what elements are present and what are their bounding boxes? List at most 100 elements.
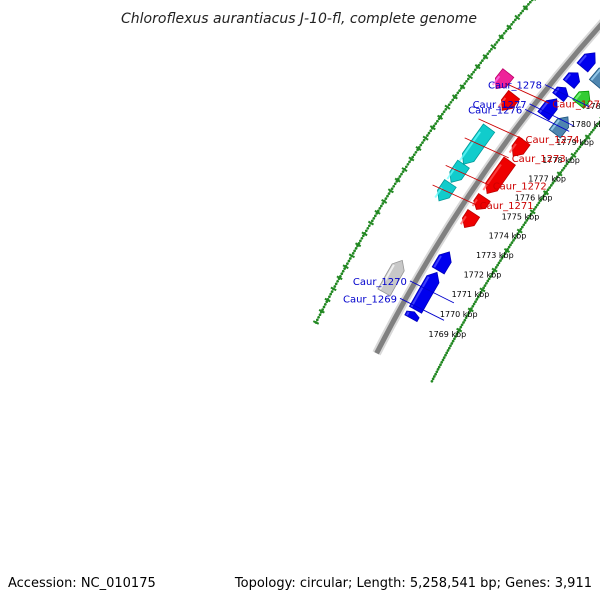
outer-ring-dot bbox=[323, 303, 327, 306]
inner-ring-dot bbox=[503, 252, 507, 256]
outer-ring-dot bbox=[404, 165, 408, 169]
outer-ring-dot bbox=[479, 61, 483, 65]
kbp-tick bbox=[584, 134, 591, 140]
outer-ring-dash bbox=[387, 188, 394, 194]
inner-ring-dot bbox=[449, 344, 452, 348]
outer-ring-dot bbox=[333, 285, 337, 288]
outer-ring-dot bbox=[346, 262, 349, 265]
inner-ring-dot bbox=[578, 145, 582, 149]
gene-arrow-highlight bbox=[458, 131, 482, 162]
inner-ring-dot bbox=[467, 311, 471, 315]
gene-arrow-highlight bbox=[550, 119, 560, 131]
inner-ring-dot bbox=[451, 339, 455, 343]
gene-arrow bbox=[461, 209, 481, 228]
gene-label: Caur_1275 bbox=[552, 99, 600, 110]
inner-ring-dot bbox=[515, 234, 518, 238]
accession-text: Accession: NC_010175 bbox=[8, 576, 156, 591]
inner-ring-dot bbox=[492, 270, 495, 274]
gene-arrow-highlight bbox=[578, 54, 587, 65]
inner-ring-dot bbox=[542, 194, 545, 198]
outer-ring-dash bbox=[394, 177, 401, 183]
inner-ring-dot bbox=[494, 266, 498, 269]
inner-ring-dot bbox=[593, 126, 597, 130]
gene-label-leader bbox=[432, 184, 477, 206]
inner-ring-dot bbox=[528, 214, 532, 218]
inner-ring-dot bbox=[496, 263, 499, 267]
inner-ring-dot bbox=[546, 188, 550, 192]
outer-ring-dot bbox=[421, 141, 424, 144]
outer-ring-dot bbox=[411, 155, 415, 159]
inner-ring-dot bbox=[441, 358, 445, 362]
outer-ring-dot bbox=[398, 175, 402, 178]
outer-ring-dot bbox=[414, 150, 418, 154]
outer-ring-dot bbox=[456, 91, 460, 95]
inner-ring-dot bbox=[560, 168, 564, 172]
inner-ring-dot bbox=[570, 156, 574, 159]
inner-ring-dot bbox=[486, 279, 490, 283]
inner-ring-dot bbox=[590, 130, 593, 134]
outer-ring-dash bbox=[324, 297, 331, 303]
outer-ring-dot bbox=[488, 50, 491, 53]
outer-ring-dash bbox=[482, 54, 489, 60]
inner-ring-dot bbox=[436, 368, 440, 371]
outer-ring-dot bbox=[512, 20, 515, 24]
outer-ring-dot bbox=[378, 207, 382, 210]
inner-ring-dot bbox=[475, 298, 479, 301]
inner-ring-dot bbox=[548, 186, 552, 189]
inner-ring-dot bbox=[510, 241, 514, 244]
gene-label: Caur_1271 bbox=[480, 201, 534, 212]
outer-ring-dot bbox=[328, 295, 331, 299]
outer-ring-dot bbox=[528, 0, 532, 4]
outer-ring-dot bbox=[502, 31, 506, 35]
gene-label-leader bbox=[464, 137, 509, 159]
gene-label-leader bbox=[505, 82, 550, 104]
kbp-tick-label: 1775 kbp bbox=[502, 212, 540, 221]
gene-arrow-highlight bbox=[406, 311, 410, 316]
outer-ring-dot bbox=[504, 29, 508, 33]
inner-ring-dot bbox=[435, 370, 439, 374]
outer-ring-dot bbox=[340, 272, 344, 276]
outer-ring-dot bbox=[422, 138, 426, 142]
outer-ring-dot bbox=[373, 214, 377, 218]
outer-ring-dash bbox=[429, 125, 436, 131]
outer-ring-dot bbox=[495, 41, 499, 44]
outer-ring-dash bbox=[318, 309, 325, 314]
inner-ring-dot bbox=[556, 175, 559, 179]
outer-ring-dot bbox=[318, 313, 322, 317]
outer-ring-dash bbox=[422, 135, 429, 141]
outer-ring-dot bbox=[372, 217, 376, 220]
inner-ring-dot bbox=[466, 314, 469, 317]
kbp-tick-label: 1769 kbp bbox=[428, 330, 466, 339]
inner-ring-dot bbox=[540, 197, 544, 200]
outer-ring-dot bbox=[401, 170, 405, 173]
outer-ring-dot bbox=[510, 23, 513, 26]
inner-ring-dot bbox=[444, 353, 447, 357]
outer-ring-dot bbox=[353, 249, 356, 253]
gene-label: Caur_1272 bbox=[493, 181, 547, 192]
kbp-tick-label: 1776 kbp bbox=[515, 193, 553, 202]
outer-ring-dash bbox=[459, 84, 466, 90]
inner-ring-dot bbox=[532, 208, 536, 211]
outer-ring-dot bbox=[354, 247, 358, 250]
outer-ring-dash bbox=[330, 286, 337, 292]
outer-ring-dot bbox=[348, 257, 352, 260]
gene-arrow bbox=[377, 259, 405, 297]
outer-ring-dot bbox=[392, 184, 396, 188]
outer-ring-dash bbox=[401, 167, 408, 173]
outer-ring-dot bbox=[384, 197, 388, 200]
gene-arrow bbox=[562, 72, 581, 89]
inner-ring-dot bbox=[434, 372, 437, 376]
gene-arrow-highlight bbox=[379, 264, 395, 290]
inner-ring-dot bbox=[526, 216, 530, 220]
map-body: 1769 kbp 1770 kbp 1771 kbp 1772 kbp 1773 kbp… bbox=[312, 0, 600, 383]
outer-ring-dot bbox=[322, 305, 326, 309]
outer-ring-dot bbox=[444, 108, 448, 111]
outer-ring-dash bbox=[498, 34, 505, 40]
outer-ring-dot bbox=[351, 252, 355, 255]
outer-ring-dot bbox=[406, 162, 410, 166]
outer-ring-dot bbox=[381, 202, 385, 205]
outer-ring-dot bbox=[470, 73, 474, 76]
outer-ring-dash bbox=[312, 320, 320, 325]
kbp-tick-label: 1771 kbp bbox=[452, 290, 490, 299]
outer-ring-dash bbox=[437, 114, 444, 120]
